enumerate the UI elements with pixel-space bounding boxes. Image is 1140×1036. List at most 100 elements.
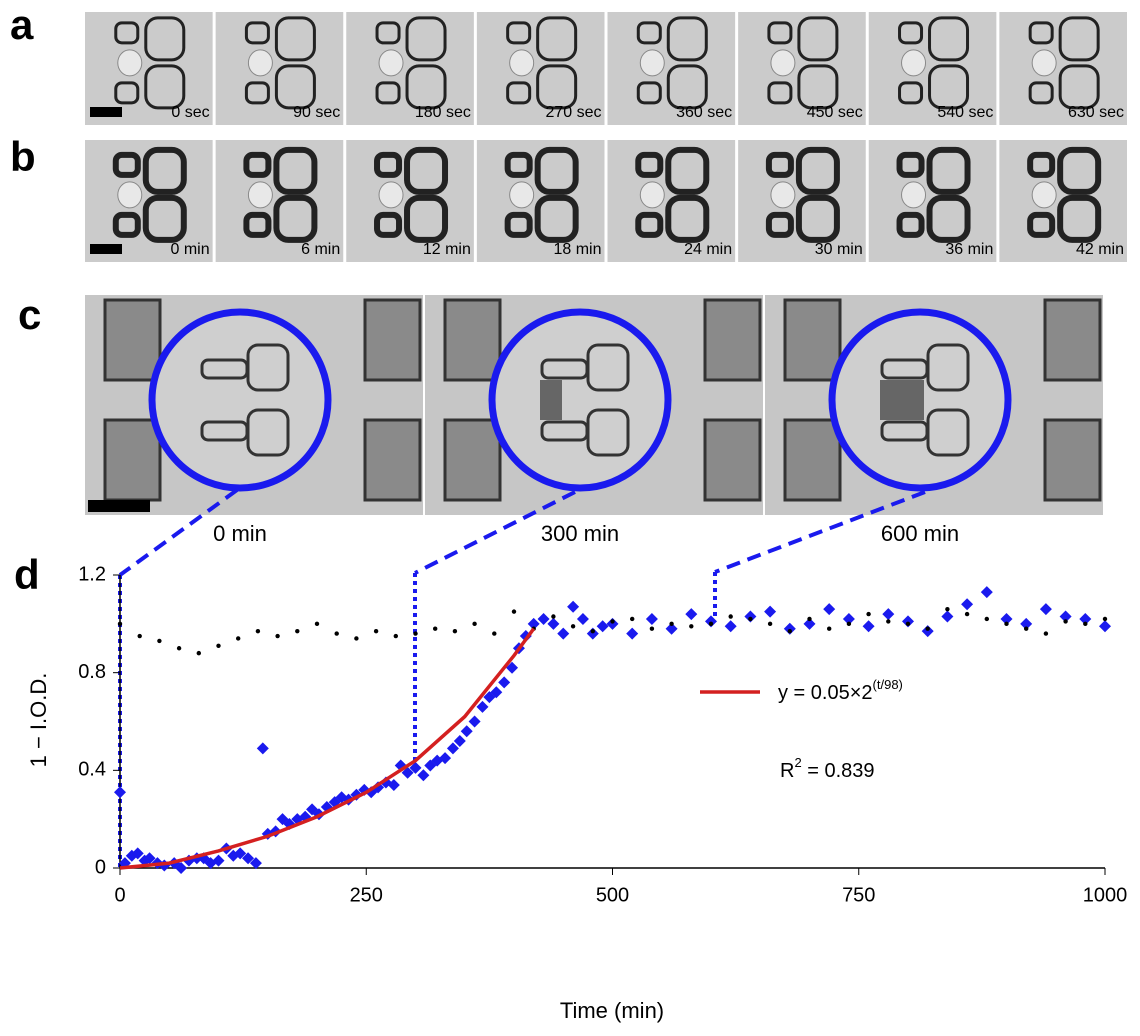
post (142, 194, 187, 243)
trap (636, 16, 708, 110)
connectors (118, 488, 926, 868)
highlight-circle (488, 308, 672, 492)
point (606, 617, 619, 630)
neighbor-trap (703, 298, 762, 382)
point (472, 621, 477, 627)
point (665, 622, 678, 635)
post (1027, 151, 1056, 178)
trap (504, 146, 579, 243)
point (576, 612, 589, 625)
point (649, 626, 655, 631)
point (137, 633, 142, 639)
post (586, 408, 630, 457)
point (945, 606, 950, 612)
point (1099, 620, 1111, 633)
trap (635, 146, 710, 243)
post (536, 64, 578, 110)
cell (117, 49, 143, 77)
point (409, 761, 422, 774)
cell (1031, 49, 1057, 77)
frame-time: 360 sec (676, 104, 732, 121)
trap (506, 16, 578, 110)
point (1079, 612, 1092, 625)
x-tick-label: 0 (114, 884, 125, 906)
post (144, 64, 186, 110)
point (767, 621, 773, 627)
post (274, 16, 316, 62)
trap (1028, 16, 1100, 110)
post (375, 81, 401, 105)
trap (540, 343, 630, 457)
post (635, 151, 664, 178)
point (176, 646, 182, 651)
legend-label: y = 0.05×2(t/98) (778, 677, 903, 704)
point (295, 628, 300, 634)
post (142, 146, 187, 195)
point (783, 622, 796, 635)
cell (378, 49, 404, 77)
post (112, 151, 141, 178)
point (511, 609, 517, 614)
x-tick-label: 1000 (1083, 884, 1128, 906)
scale-bar (90, 107, 122, 117)
post (504, 151, 533, 178)
neighbor-trap (783, 298, 842, 382)
r-squared: R2 = 0.839 (780, 755, 875, 782)
cell (509, 49, 535, 77)
post (274, 64, 316, 110)
post (795, 146, 840, 195)
point (314, 621, 320, 627)
point (941, 610, 954, 623)
point (669, 621, 674, 627)
post (926, 146, 971, 195)
post (767, 81, 793, 105)
scale-bar (90, 244, 122, 254)
point (882, 608, 895, 621)
y-tick-label: 0.4 (78, 759, 106, 781)
frame-time: 0 min (213, 521, 267, 546)
annotation-text: = 0.839 (802, 760, 875, 782)
point (537, 612, 550, 625)
post (797, 64, 839, 110)
point (242, 852, 255, 865)
scale-bar (88, 500, 150, 512)
point (446, 742, 459, 755)
panel-label: a (10, 1, 34, 48)
post (534, 146, 579, 195)
point (980, 586, 993, 599)
colony (540, 380, 562, 420)
point (275, 633, 280, 639)
post (246, 343, 290, 392)
cell (247, 49, 273, 77)
panel-label: b (10, 133, 36, 180)
x-axis-label: Time (min) (560, 998, 664, 1023)
post (898, 81, 924, 105)
post (404, 194, 449, 243)
cell (901, 181, 927, 209)
point (417, 769, 430, 782)
post (114, 21, 140, 45)
cell (1031, 181, 1057, 209)
post (375, 21, 401, 45)
point (807, 616, 812, 622)
point (157, 638, 162, 644)
point (630, 616, 635, 622)
frame-time: 540 sec (937, 104, 993, 121)
post (506, 81, 532, 105)
neighbor-trap (783, 418, 842, 502)
post (405, 16, 447, 62)
point (468, 715, 481, 728)
y-tick-label: 0 (95, 856, 106, 878)
point (827, 626, 832, 631)
point (256, 742, 269, 755)
post (243, 151, 272, 178)
point (724, 620, 737, 633)
neighbor-trap (363, 298, 422, 382)
trap (112, 146, 187, 243)
x-tick-label: 750 (842, 884, 875, 906)
point (175, 862, 188, 874)
frame-time: 450 sec (807, 104, 863, 121)
post (244, 81, 270, 105)
point (685, 608, 698, 621)
